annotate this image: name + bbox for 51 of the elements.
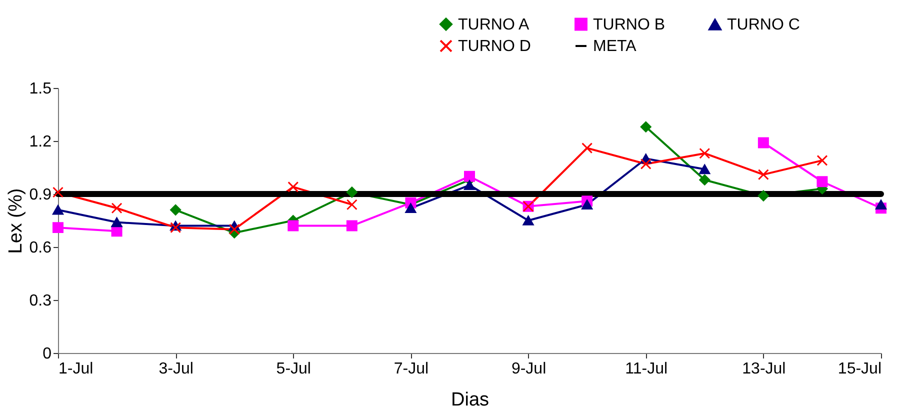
x-tick-label: 11-Jul — [625, 360, 668, 378]
point — [405, 203, 416, 213]
point — [876, 200, 886, 210]
point — [111, 217, 122, 228]
x-tick-label: 9-Jul — [511, 360, 546, 378]
point — [699, 148, 710, 159]
point — [816, 176, 828, 188]
point — [52, 222, 64, 234]
point — [288, 181, 299, 192]
point — [346, 220, 358, 232]
x-tick-label: 13-Jul — [742, 360, 786, 378]
point — [758, 190, 769, 202]
point — [464, 170, 475, 182]
y-tick-label: 0 — [42, 346, 52, 362]
y-tick-label: 0.3 — [29, 292, 52, 310]
point — [52, 205, 64, 215]
y-tick-label: 0.6 — [29, 240, 52, 256]
point — [699, 164, 710, 174]
point — [52, 186, 64, 198]
point — [758, 137, 769, 148]
point — [816, 154, 828, 166]
point — [640, 158, 652, 170]
y-tick-label: 0.9 — [29, 186, 52, 204]
y-axis-title: Lex (%) — [5, 188, 26, 254]
legend-label: META — [593, 38, 637, 55]
point — [699, 174, 710, 186]
point — [228, 224, 240, 235]
point — [170, 204, 182, 216]
x-tick-label: 5-Jul — [276, 360, 311, 378]
x-tick-label: 1-Jul — [58, 360, 94, 378]
point — [640, 121, 652, 132]
x-tick-label: 3-Jul — [158, 360, 194, 378]
y-tick-label: 1.2 — [29, 134, 52, 150]
legend-label: TURNO D — [458, 38, 531, 55]
legend-label: TURNO B — [593, 16, 665, 34]
x-tick-label: 15-Jul — [838, 360, 882, 378]
y-tick-label: 1.5 — [29, 80, 52, 98]
x-tick-label: 7-Jul — [394, 360, 429, 378]
point — [111, 202, 122, 214]
point — [522, 216, 534, 226]
x-axis-title: Dias — [450, 390, 490, 410]
point — [288, 220, 299, 232]
point — [582, 142, 593, 154]
point — [758, 169, 769, 180]
point — [170, 222, 182, 234]
point — [346, 199, 358, 210]
legend-label: TURNO A — [458, 16, 530, 34]
point — [346, 186, 358, 198]
point — [464, 180, 475, 190]
legend-label: TURNO C — [727, 16, 800, 34]
point — [582, 200, 593, 210]
